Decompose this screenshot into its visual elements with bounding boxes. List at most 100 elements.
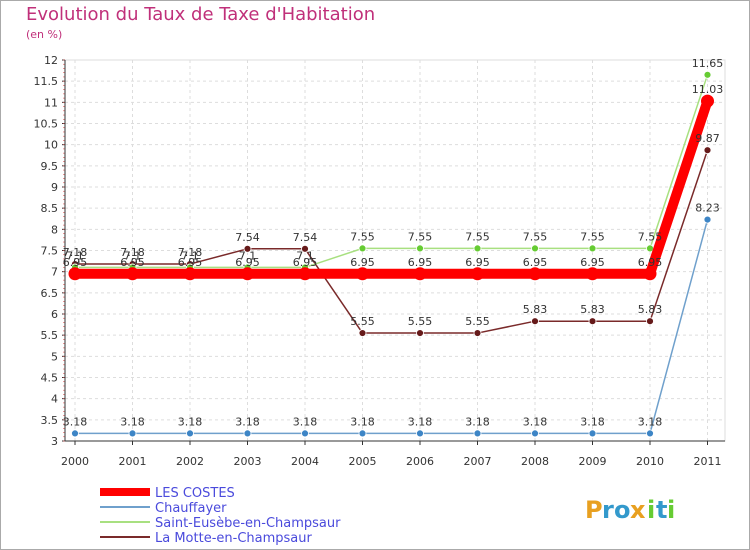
data-point (416, 329, 424, 337)
data-point (528, 267, 542, 281)
x-tick-label: 2001 (119, 455, 147, 468)
data-point (358, 429, 367, 438)
data-label: 7.54 (235, 231, 260, 244)
data-point (473, 244, 482, 253)
logo-letter: x (630, 496, 646, 524)
data-label: 5.83 (580, 303, 605, 316)
data-label: 7.1 (66, 249, 84, 262)
chart-subtitle: (en %) (26, 28, 63, 41)
data-label: 5.55 (350, 315, 375, 328)
x-tick-label: 2009 (579, 455, 607, 468)
data-label: 5.55 (465, 315, 490, 328)
data-label: 7.18 (120, 246, 145, 259)
data-label: 6.95 (638, 256, 663, 269)
data-label: 3.18 (178, 415, 203, 428)
legend-label: LES COSTES (155, 486, 235, 501)
data-point (301, 244, 309, 253)
x-tick-label: 2010 (636, 455, 664, 468)
data-label: 7.1 (181, 249, 199, 262)
data-point (531, 244, 539, 253)
y-tick-label: 5.5 (41, 329, 59, 342)
data-point (358, 244, 367, 253)
logo-letter: P (585, 496, 603, 524)
logo-letter: i (667, 496, 675, 524)
data-point (701, 94, 714, 108)
data-label: 7.55 (408, 230, 433, 243)
logo-letter: r (602, 496, 614, 524)
data-point (588, 317, 597, 326)
data-label: 7.18 (178, 246, 203, 259)
series-line-1 (75, 219, 709, 435)
y-tick-label: 3 (51, 435, 58, 448)
y-tick-label: 9.5 (41, 160, 59, 173)
y-tick-label: 7 (51, 266, 58, 279)
y-tick-label: 10.5 (34, 118, 59, 131)
data-point (358, 329, 367, 337)
data-label: 6.95 (408, 256, 433, 269)
data-point (471, 267, 484, 281)
data-label: 3.18 (350, 415, 375, 428)
y-tick-label: 8.5 (41, 202, 59, 215)
data-label: 6.95 (350, 256, 375, 269)
logo-letter: i (647, 496, 655, 524)
legend-label: La Motte-en-Champsaur (155, 531, 312, 546)
y-tick-label: 4 (51, 393, 58, 406)
data-label: 7.18 (63, 246, 88, 259)
logo-letter: o (614, 496, 631, 524)
data-label: 7.55 (580, 230, 605, 243)
data-point (356, 267, 369, 281)
data-label: 6.95 (178, 256, 203, 269)
y-tick-label: 9 (51, 181, 58, 194)
data-point (126, 267, 139, 281)
data-point (646, 317, 654, 326)
data-label: 3.18 (235, 415, 260, 428)
data-point (186, 429, 194, 438)
data-label: 3.18 (408, 415, 433, 428)
data-point (473, 429, 482, 438)
data-point (588, 429, 597, 438)
chart-title: Evolution du Taux de Taxe d'Habitation (26, 4, 376, 25)
data-point (71, 429, 79, 438)
series-line-0 (75, 99, 713, 279)
data-point (413, 267, 427, 281)
data-label: 11.65 (692, 57, 724, 70)
data-point (586, 267, 599, 281)
data-point (703, 146, 712, 155)
data-point (588, 244, 597, 253)
y-tick-label: 8 (51, 223, 58, 236)
data-point (243, 429, 252, 438)
data-label: 6.95 (235, 256, 260, 269)
y-tick-label: 10 (44, 139, 58, 152)
y-tick-label: 5 (51, 350, 58, 363)
data-label: 6.95 (293, 256, 318, 269)
data-point (416, 244, 424, 253)
data-label: 11.03 (692, 83, 724, 96)
x-tick-label: 2008 (521, 455, 549, 468)
x-tick-label: 2004 (291, 455, 319, 468)
data-label: 5.55 (408, 315, 433, 328)
x-tick-label: 2002 (176, 455, 204, 468)
data-point (643, 267, 657, 281)
y-tick-label: 11 (44, 96, 58, 109)
x-tick-label: 2006 (406, 455, 434, 468)
data-point (298, 267, 312, 281)
logo-letter: t (656, 496, 667, 524)
data-label: 7.55 (350, 230, 375, 243)
data-label: 3.18 (523, 415, 548, 428)
data-point (531, 317, 539, 326)
data-point (301, 429, 309, 438)
data-label: 3.18 (120, 415, 145, 428)
series-line-3 (75, 149, 709, 334)
y-tick-label: 6 (51, 308, 58, 321)
y-tick-label: 4.5 (41, 372, 59, 385)
data-label: 7.1 (239, 249, 257, 262)
data-point (646, 429, 654, 438)
data-label: 6.95 (465, 256, 490, 269)
data-label: 5.83 (523, 303, 548, 316)
data-label: 7.1 (296, 249, 314, 262)
data-label: 7.55 (465, 230, 490, 243)
data-label: 3.18 (638, 415, 663, 428)
data-label: 6.95 (120, 256, 145, 269)
data-label: 3.18 (293, 415, 318, 428)
